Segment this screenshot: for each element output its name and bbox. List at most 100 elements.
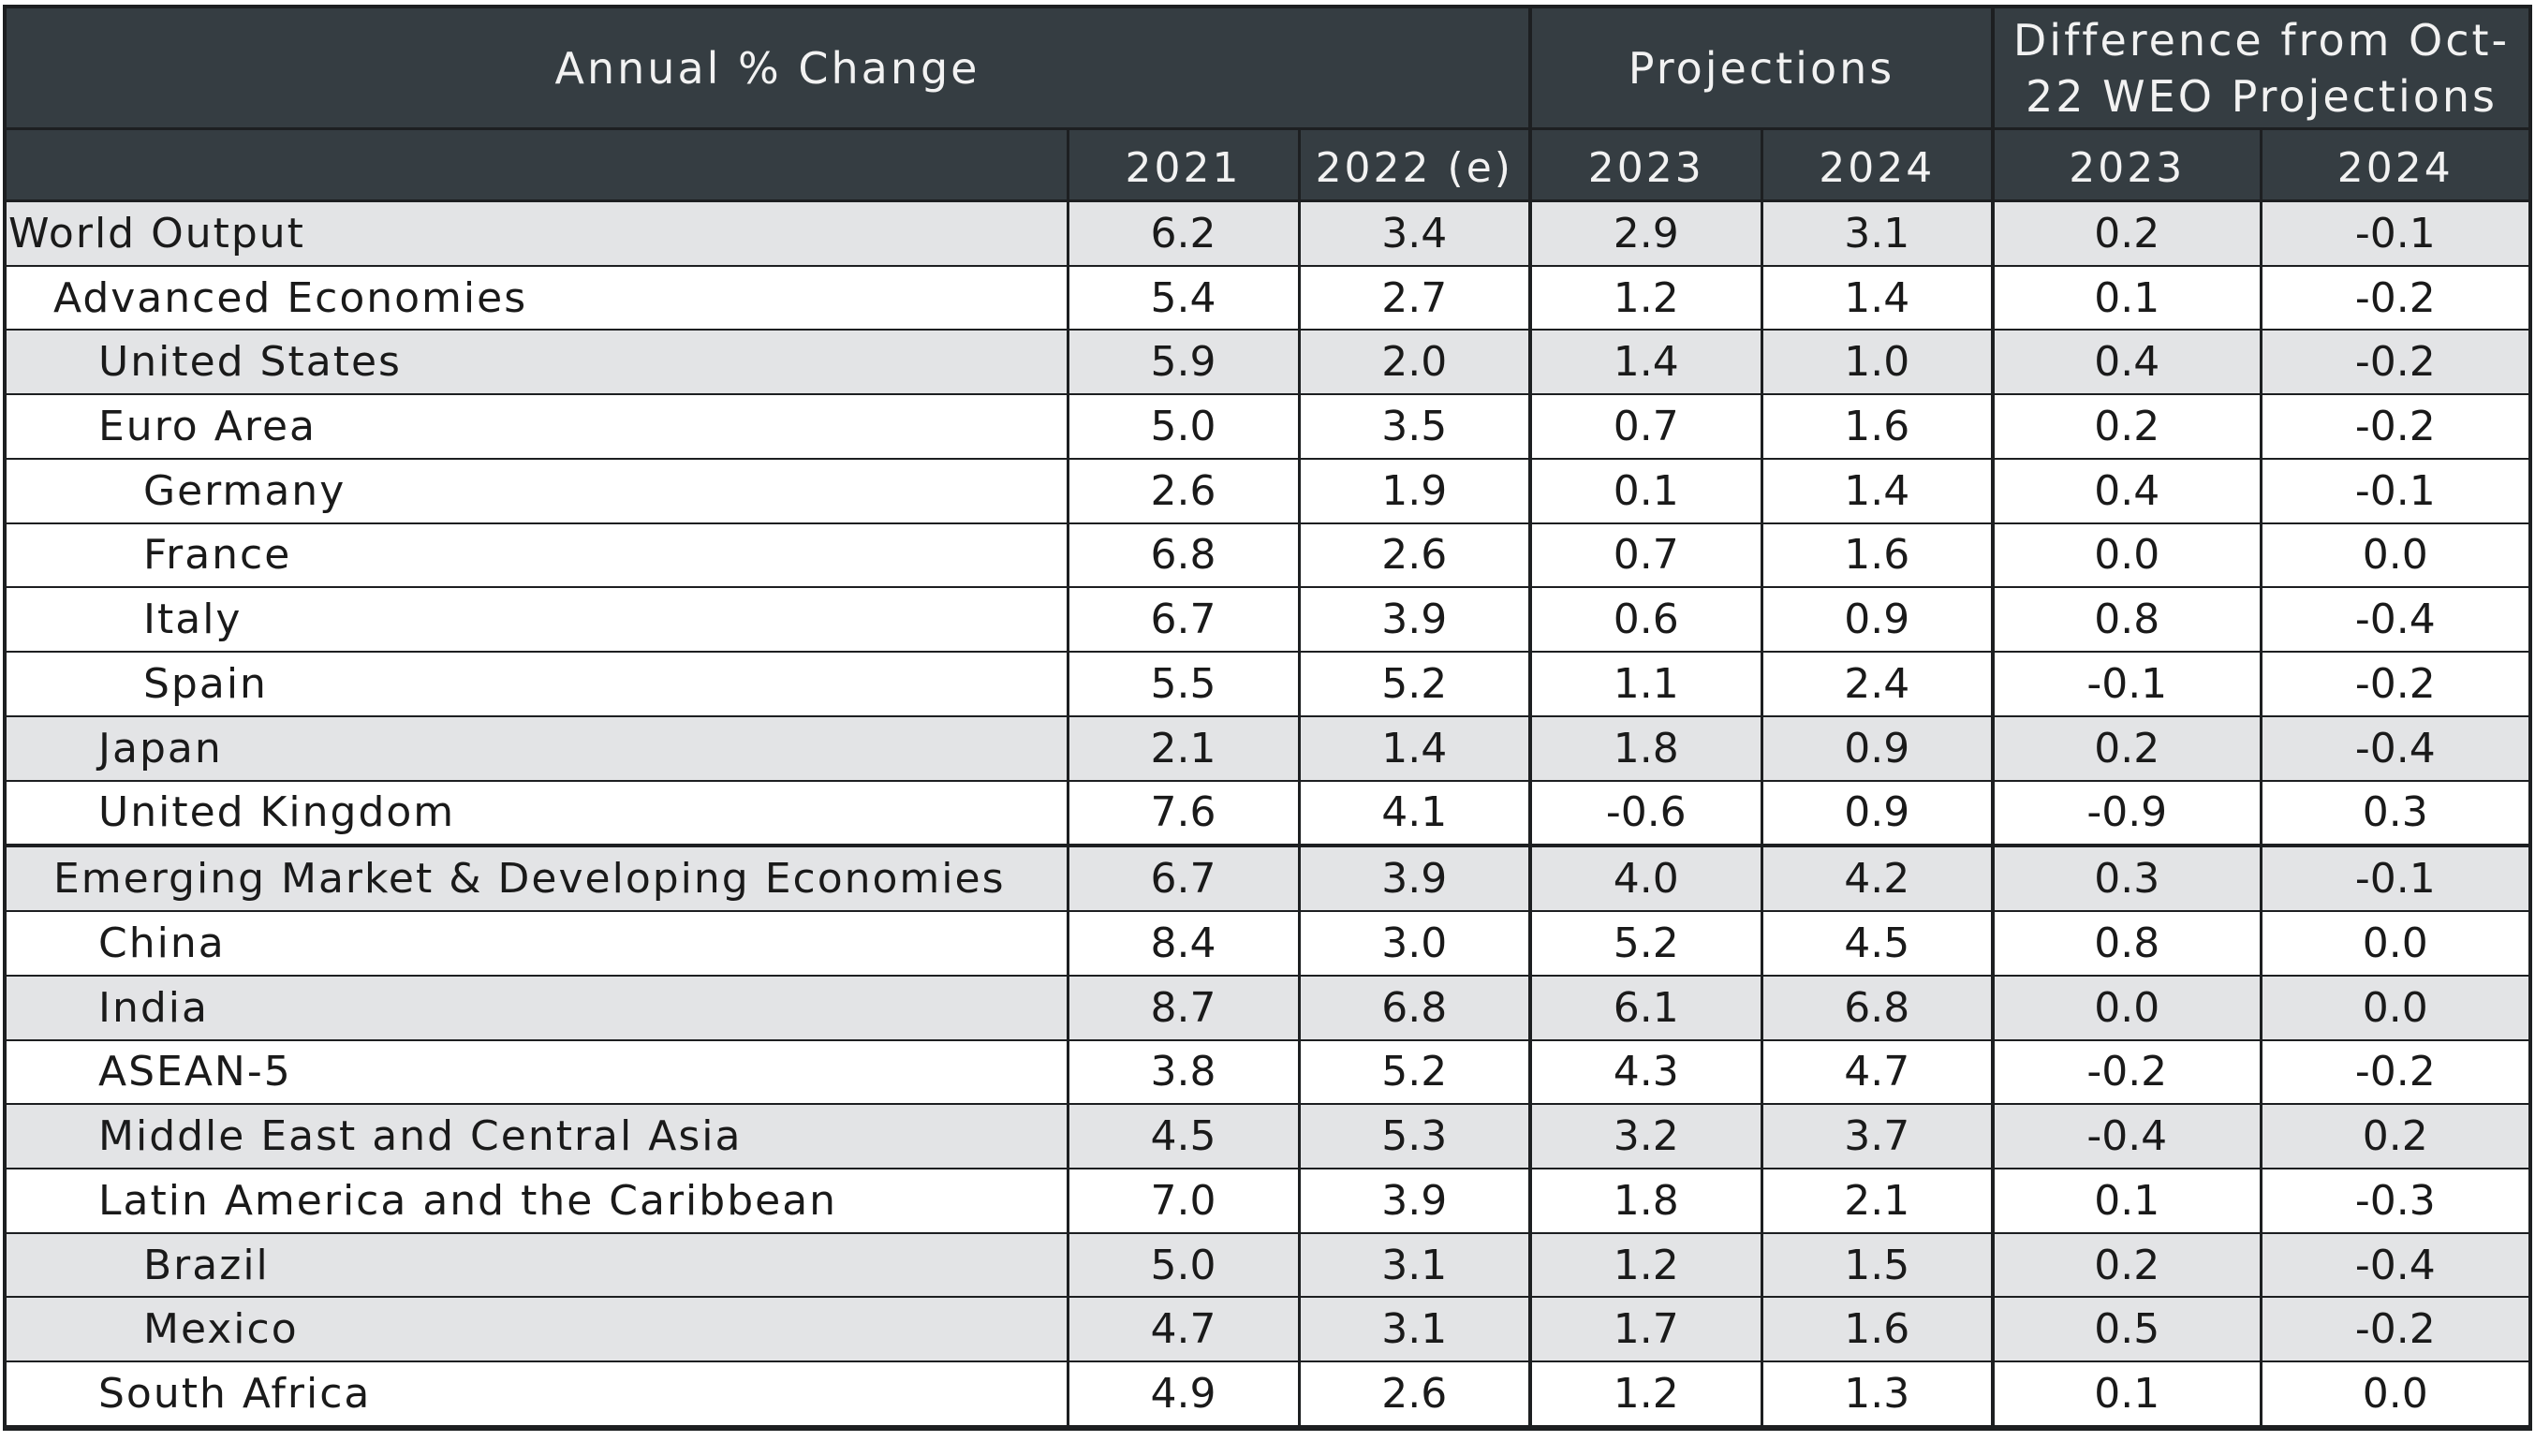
cell-diff-2024: -0.2 [2259, 1296, 2529, 1363]
cell-proj-2023: 1.4 [1528, 329, 1763, 396]
table-row: Germany 2.6 1.9 0.1 1.4 0.4 -0.1 [7, 457, 2529, 524]
cell-diff-2023: -0.4 [1991, 1103, 2262, 1169]
cell-proj-2024: 1.6 [1760, 522, 1995, 589]
cell-2022e: 3.9 [1297, 1167, 1532, 1234]
cell-2021: 3.8 [1066, 1038, 1301, 1106]
cell-2022e: 5.2 [1297, 651, 1532, 717]
cell-2021: 6.7 [1066, 844, 1301, 913]
cell-proj-2023: 0.1 [1528, 457, 1763, 524]
cell-proj-2023: 1.1 [1528, 651, 1763, 717]
cell-diff-2023: 0.4 [1991, 329, 2262, 396]
row-label: Emerging Market & Developing Economies [7, 844, 1069, 913]
growth-projections-table-frame: Annual % Change Projections Difference f… [3, 5, 2532, 1431]
table-row: China 8.4 3.0 5.2 4.5 0.8 0.0 [7, 910, 2529, 977]
cell-proj-2023: 1.7 [1528, 1296, 1763, 1363]
cell-proj-2023: 2.9 [1528, 199, 1763, 267]
table-row: Euro Area 5.0 3.5 0.7 1.6 0.2 -0.2 [7, 393, 2529, 460]
cell-proj-2023: 0.7 [1528, 393, 1763, 460]
row-label: Latin America and the Caribbean [7, 1167, 1069, 1234]
cell-diff-2024: 0.0 [2259, 910, 2529, 977]
cell-proj-2024: 1.6 [1760, 1296, 1995, 1363]
table-row: South Africa 4.9 2.6 1.2 1.3 0.1 0.0 [7, 1360, 2529, 1427]
cell-2021: 5.0 [1066, 1231, 1301, 1299]
cell-proj-2023: 1.8 [1528, 1167, 1763, 1234]
cell-2022e: 3.0 [1297, 910, 1532, 977]
cell-proj-2023: 6.1 [1528, 974, 1763, 1041]
cell-diff-2024: -0.3 [2259, 1167, 2529, 1234]
cell-2022e: 5.2 [1297, 1038, 1532, 1106]
cell-2022e: 4.1 [1297, 779, 1532, 847]
cell-diff-2024: 0.0 [2259, 1360, 2529, 1427]
cell-diff-2024: -0.1 [2259, 199, 2529, 267]
cell-diff-2023: 0.0 [1991, 522, 2262, 589]
cell-diff-2023: 0.2 [1991, 714, 2262, 782]
row-label: Mexico [7, 1296, 1069, 1363]
cell-diff-2023: 0.2 [1991, 1231, 2262, 1299]
cell-2022e: 2.6 [1297, 1360, 1532, 1427]
cell-diff-2024: -0.1 [2259, 457, 2529, 524]
table-body: World Output 6.2 3.4 2.9 3.1 0.2 -0.1 Ad… [7, 199, 2529, 1427]
cell-proj-2023: 1.2 [1528, 1231, 1763, 1299]
row-label: ASEAN-5 [7, 1038, 1069, 1106]
row-label: China [7, 910, 1069, 977]
cell-diff-2024: 0.0 [2259, 974, 2529, 1041]
table-row: Spain 5.5 5.2 1.1 2.4 -0.1 -0.2 [7, 651, 2529, 717]
cell-proj-2024: 1.5 [1760, 1231, 1995, 1299]
table-row: Emerging Market & Developing Economies 6… [7, 844, 2529, 913]
row-label: Spain [7, 651, 1069, 717]
cell-2022e: 3.4 [1297, 199, 1532, 267]
cell-2022e: 3.9 [1297, 844, 1532, 913]
cell-diff-2023: 0.8 [1991, 586, 2262, 654]
header-col-diff-2023: 2023 [1991, 128, 2262, 202]
cell-proj-2023: 0.7 [1528, 522, 1763, 589]
cell-2021: 5.0 [1066, 393, 1301, 460]
cell-proj-2024: 3.7 [1760, 1103, 1995, 1169]
row-label: Advanced Economies [7, 264, 1069, 331]
header-col-2021: 2021 [1066, 128, 1301, 202]
cell-2022e: 5.3 [1297, 1103, 1532, 1169]
cell-2022e: 1.9 [1297, 457, 1532, 524]
cell-2021: 6.2 [1066, 199, 1301, 267]
cell-diff-2023: 0.1 [1991, 1167, 2262, 1234]
table-row: Latin America and the Caribbean 7.0 3.9 … [7, 1167, 2529, 1234]
cell-2021: 5.5 [1066, 651, 1301, 717]
cell-proj-2024: 1.4 [1760, 264, 1995, 331]
cell-2021: 6.7 [1066, 586, 1301, 654]
cell-2022e: 1.4 [1297, 714, 1532, 782]
table-row: Brazil 5.0 3.1 1.2 1.5 0.2 -0.4 [7, 1231, 2529, 1299]
row-label: India [7, 974, 1069, 1041]
cell-2021: 6.8 [1066, 522, 1301, 589]
cell-proj-2024: 2.4 [1760, 651, 1995, 717]
header-year-row: 2021 2022 (e) 2023 2024 2023 2024 [7, 128, 2529, 202]
cell-2021: 8.4 [1066, 910, 1301, 977]
table-row: France 6.8 2.6 0.7 1.6 0.0 0.0 [7, 522, 2529, 589]
cell-2022e: 6.8 [1297, 974, 1532, 1041]
cell-diff-2023: -0.2 [1991, 1038, 2262, 1106]
table-row: Italy 6.7 3.9 0.6 0.9 0.8 -0.4 [7, 586, 2529, 654]
row-label: France [7, 522, 1069, 589]
header-blank-cell [7, 128, 1069, 202]
cell-2022e: 3.5 [1297, 393, 1532, 460]
cell-proj-2024: 2.1 [1760, 1167, 1995, 1234]
cell-proj-2023: 1.2 [1528, 264, 1763, 331]
cell-2021: 7.6 [1066, 779, 1301, 847]
cell-proj-2024: 4.7 [1760, 1038, 1995, 1106]
header-projections: Projections [1528, 8, 1995, 130]
cell-proj-2024: 4.2 [1760, 844, 1995, 913]
cell-diff-2024: -0.2 [2259, 393, 2529, 460]
table-row: Mexico 4.7 3.1 1.7 1.6 0.5 -0.2 [7, 1296, 2529, 1363]
row-label: Germany [7, 457, 1069, 524]
cell-proj-2024: 0.9 [1760, 779, 1995, 847]
cell-proj-2023: 1.8 [1528, 714, 1763, 782]
cell-2021: 2.6 [1066, 457, 1301, 524]
header-col-2022e: 2022 (e) [1297, 128, 1532, 202]
cell-proj-2024: 1.6 [1760, 393, 1995, 460]
cell-2022e: 2.7 [1297, 264, 1532, 331]
cell-2022e: 3.1 [1297, 1231, 1532, 1299]
cell-proj-2024: 0.9 [1760, 586, 1995, 654]
cell-diff-2024: 0.3 [2259, 779, 2529, 847]
cell-diff-2024: -0.2 [2259, 1038, 2529, 1106]
cell-diff-2023: -0.9 [1991, 779, 2262, 847]
row-label: Japan [7, 714, 1069, 782]
cell-diff-2024: -0.1 [2259, 844, 2529, 913]
